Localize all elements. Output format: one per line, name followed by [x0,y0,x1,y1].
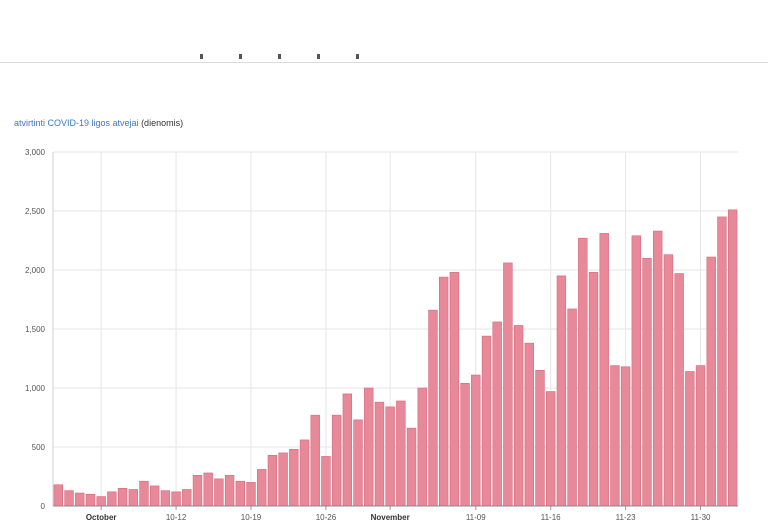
bar[interactable] [310,414,320,507]
chart-title-suffix: (dienomis) [141,118,184,128]
bar[interactable] [546,391,556,507]
bar[interactable] [96,496,106,507]
bar[interactable] [449,272,460,507]
chart-title-link[interactable]: atvirtinti COVID-19 ligos atvejai [14,118,139,128]
x-tick-label: 10-26 [316,513,337,522]
bar[interactable] [727,209,738,507]
bar[interactable] [117,487,128,507]
x-tick-label: 11-30 [691,513,711,522]
bar[interactable] [267,454,278,507]
bar[interactable] [438,276,449,507]
bar[interactable] [513,325,524,507]
bar[interactable] [257,469,267,507]
y-tick-label: 500 [32,443,46,452]
x-tick-label: 11-16 [541,513,561,522]
bar[interactable] [374,401,385,507]
y-tick-label: 1,000 [25,384,46,393]
bar[interactable] [235,480,245,507]
bar[interactable] [428,309,438,507]
bar[interactable] [631,235,642,507]
bar[interactable] [492,321,502,507]
y-tick-label: 0 [41,502,46,511]
bar[interactable] [160,490,171,507]
cropped-header-text [200,54,410,62]
bar[interactable] [299,439,310,507]
bar[interactable] [396,400,406,507]
bar[interactable] [481,335,492,507]
header-divider [0,62,768,63]
bar[interactable] [503,262,513,507]
x-axis-ticks: October 10-12 10-19 10-26 November 11-09 11-16… [86,513,711,522]
bar[interactable] [610,365,620,507]
bar[interactable] [246,482,256,507]
x-tick-label: 11-23 [616,513,636,522]
x-tick-label: 11-09 [466,513,486,522]
bar[interactable] [471,374,481,507]
bar[interactable] [685,371,695,507]
bar[interactable] [289,449,299,507]
bar[interactable] [75,492,85,507]
bar[interactable] [599,233,609,507]
bar[interactable] [85,493,96,507]
chart-title: atvirtinti COVID-19 ligos atvejai (dieno… [14,118,183,128]
bar[interactable] [224,475,235,507]
y-tick-label: 1,500 [25,325,46,334]
bar[interactable] [128,489,138,507]
bar[interactable] [364,387,374,507]
bar[interactable] [460,382,470,507]
bar[interactable] [406,427,417,507]
bar[interactable] [107,491,117,507]
bar[interactable] [53,484,64,507]
bar[interactable] [567,308,577,507]
bar[interactable] [556,275,567,507]
bar[interactable] [171,491,181,507]
bar[interactable] [342,393,353,507]
x-tick-label: October [86,513,117,522]
bar[interactable] [331,414,342,507]
bar[interactable] [578,237,588,507]
y-tick-label: 2,500 [25,207,46,216]
bar[interactable] [653,230,663,507]
x-tick-label: 10-19 [241,513,262,522]
bar[interactable] [214,478,224,507]
bars [53,209,738,507]
axes [52,152,738,510]
bar[interactable] [695,365,706,507]
bar[interactable] [203,472,213,507]
bar[interactable] [417,387,427,507]
bar[interactable] [642,257,652,507]
bar[interactable] [588,272,599,507]
y-tick-label: 2,000 [25,266,46,275]
bar-chart: 0 500 1,000 1,500 2,000 2,500 3,000 October 10-… [25,148,738,522]
bar[interactable] [620,366,631,507]
bar[interactable] [278,452,288,507]
bar[interactable] [717,216,727,507]
bar[interactable] [524,342,534,507]
bar[interactable] [663,254,674,507]
y-tick-label: 3,000 [25,148,46,157]
bar[interactable] [353,419,363,507]
x-tick-label: November [371,513,410,522]
bar[interactable] [149,485,160,507]
bar[interactable] [139,480,149,507]
bar[interactable] [385,406,395,507]
x-tick-label: 10-12 [166,513,187,522]
bar[interactable] [321,456,331,507]
bar[interactable] [706,256,716,507]
bar[interactable] [182,489,192,507]
y-axis-ticks: 0 500 1,000 1,500 2,000 2,500 3,000 [25,148,46,511]
bar[interactable] [192,475,203,507]
bar[interactable] [64,490,74,507]
bar[interactable] [535,370,545,507]
bar[interactable] [674,273,684,507]
